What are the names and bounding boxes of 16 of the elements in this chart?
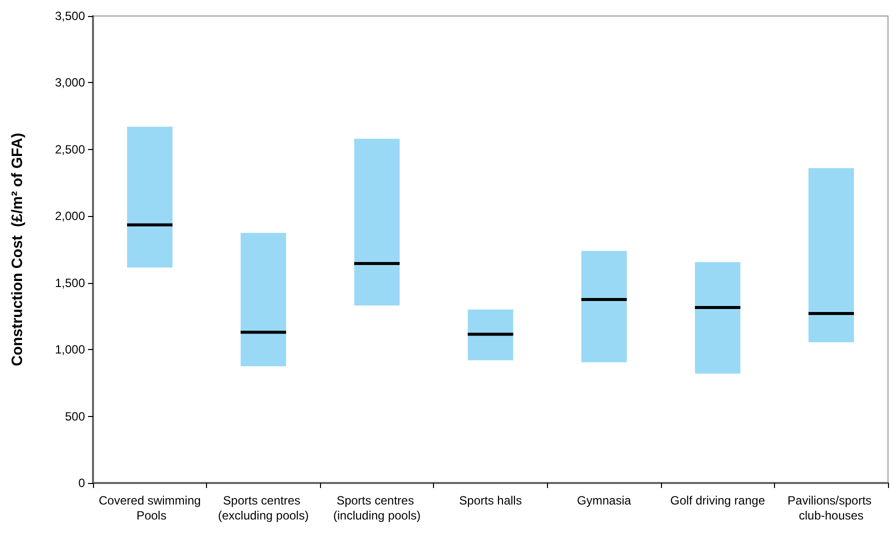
y-tick-label: 500 — [64, 409, 86, 424]
y-tick-label: 3,000 — [54, 76, 86, 90]
y-axis-title: Construction Cost (£/m² of GFA) — [9, 132, 26, 366]
x-tick-label: Sports centres (including pools) — [333, 494, 421, 522]
x-tick-label: Gymnasia — [577, 494, 632, 508]
y-tick-label: 1,500 — [54, 276, 86, 290]
x-tick-label: Sports halls — [459, 494, 522, 508]
x-tick-label: Golf driving range — [670, 494, 766, 508]
x-tick-label: Pavilions/sports club-houses — [788, 494, 875, 522]
y-tick-label: 0 — [78, 476, 86, 490]
x-tick-label: Covered swimming Pools — [98, 494, 201, 522]
y-tick-label: 2,500 — [54, 142, 86, 156]
y-tick-label: 2,000 — [54, 209, 86, 224]
y-tick-label: 3,500 — [54, 9, 86, 23]
y-tick-label: 1,000 — [54, 342, 86, 357]
x-tick-label: Sports centres (excluding pools) — [218, 494, 309, 522]
